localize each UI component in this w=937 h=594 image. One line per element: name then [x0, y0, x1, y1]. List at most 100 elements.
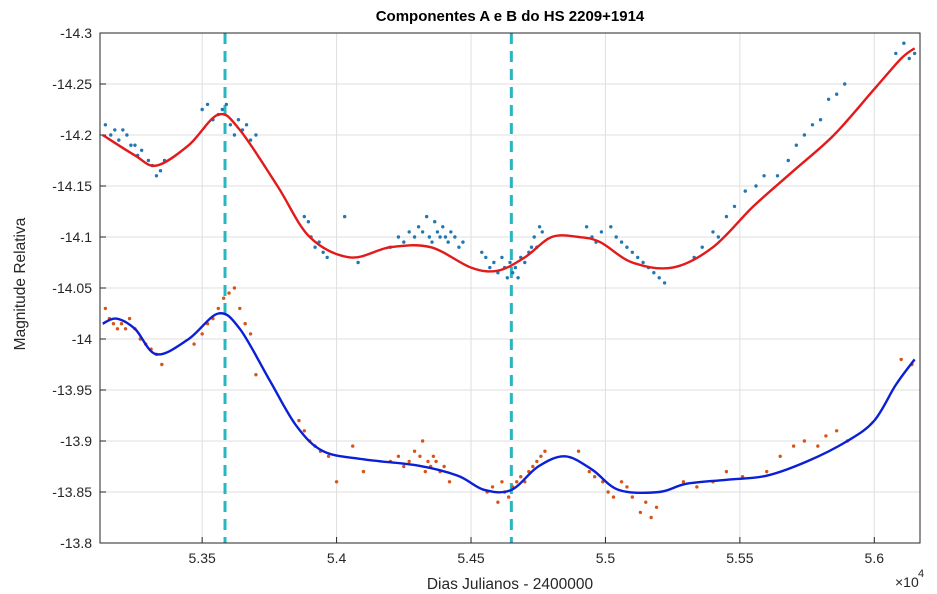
data-point — [121, 128, 125, 132]
data-point — [224, 102, 229, 107]
data-point — [115, 327, 120, 331]
y-tick-label: -13.85 — [52, 484, 92, 500]
data-point — [716, 235, 721, 239]
data-point — [457, 245, 461, 249]
data-point — [192, 342, 196, 346]
x-tick-label: 5.5 — [596, 550, 616, 566]
data-point — [492, 260, 496, 265]
data-point — [535, 459, 539, 464]
data-point — [433, 220, 437, 224]
data-point — [778, 454, 782, 458]
data-point — [248, 332, 253, 336]
data-point — [480, 250, 484, 254]
data-point — [765, 469, 769, 474]
data-point — [657, 276, 661, 280]
data-point — [236, 118, 241, 122]
data-point — [505, 276, 510, 280]
x-axis-label: Dias Julianos - 2400000 — [427, 576, 594, 593]
data-point — [412, 235, 417, 239]
data-point — [606, 490, 610, 494]
data-point — [786, 158, 790, 163]
data-point — [123, 327, 128, 331]
data-point — [531, 464, 535, 469]
data-point — [711, 230, 715, 234]
data-point — [248, 138, 253, 142]
x-exponent: ×10 4 — [895, 568, 924, 590]
data-point — [625, 245, 629, 249]
data-point — [912, 51, 917, 56]
data-point — [453, 235, 457, 239]
fit-curve-b — [102, 312, 916, 494]
data-point — [446, 240, 450, 244]
data-point — [146, 158, 151, 163]
data-point — [361, 469, 366, 474]
data-point — [539, 454, 543, 458]
data-point — [119, 322, 124, 326]
data-point — [508, 260, 512, 265]
data-point — [519, 475, 523, 479]
data-point — [232, 286, 237, 290]
data-point — [420, 439, 425, 443]
data-point — [449, 230, 453, 234]
data-point — [402, 464, 406, 469]
data-point — [540, 230, 544, 234]
data-point — [824, 434, 828, 438]
data-point — [127, 316, 132, 321]
data-point — [326, 454, 331, 458]
data-point — [488, 265, 492, 270]
data-point — [654, 505, 659, 509]
data-point — [496, 500, 500, 504]
data-point — [724, 469, 729, 474]
data-point — [216, 306, 220, 311]
data-point — [543, 449, 547, 453]
data-point — [111, 322, 116, 326]
x-tick-label: 5.35 — [189, 550, 216, 566]
x-tick-labels: 5.35 5.4 5.45 5.5 5.55 5.6 — [189, 550, 885, 566]
y-tick-label: -14.3 — [60, 25, 92, 41]
data-point — [587, 469, 592, 474]
y-axis-label: Magnitude Relativa — [12, 217, 29, 350]
data-point — [802, 133, 807, 137]
data-point — [342, 214, 347, 219]
data-point — [117, 138, 121, 142]
fit-curves — [102, 47, 916, 494]
data-point — [611, 495, 616, 499]
data-point — [396, 235, 401, 239]
data-point — [306, 220, 311, 224]
data-point — [442, 464, 446, 469]
data-point — [652, 271, 656, 275]
data-point — [297, 418, 301, 423]
fit-curve-a — [102, 47, 916, 273]
data-point — [490, 485, 495, 489]
data-point — [592, 475, 597, 479]
y-tick-label: -14 — [72, 331, 92, 347]
data-point — [762, 174, 766, 178]
data-point — [416, 225, 421, 229]
data-point — [200, 107, 204, 112]
x-tick-label: 5.4 — [327, 550, 347, 566]
data-point — [523, 260, 527, 265]
data-point — [227, 291, 231, 295]
data-point — [794, 143, 799, 147]
data-point — [843, 82, 847, 86]
data-point — [302, 214, 307, 219]
data-point — [529, 245, 534, 249]
data-point — [515, 480, 519, 484]
data-point — [160, 362, 164, 367]
data-point — [894, 51, 898, 56]
data-point — [537, 225, 542, 229]
data-point — [506, 495, 511, 499]
data-point — [630, 250, 635, 254]
data-point — [619, 240, 624, 244]
data-point — [431, 454, 436, 458]
data-point — [139, 148, 144, 152]
y-tick-label: -13.9 — [60, 433, 92, 449]
x-exponent-power: 4 — [918, 568, 924, 580]
data-point — [791, 444, 796, 448]
data-point — [220, 107, 225, 112]
data-point — [244, 123, 249, 127]
data-point — [325, 255, 329, 260]
data-point — [441, 225, 445, 229]
data-points — [103, 41, 917, 520]
